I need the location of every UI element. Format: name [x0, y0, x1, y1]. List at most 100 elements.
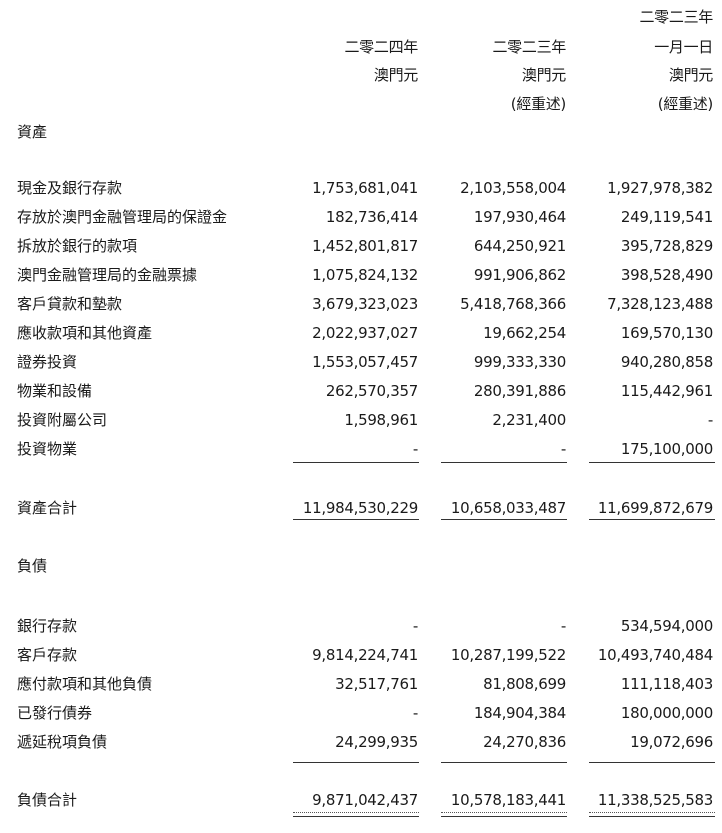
row-label: 資產合計 — [17, 499, 78, 517]
table-row: 投資物業 - - 175,100,000 — [0, 438, 722, 460]
row-value: 11,984,530,229 — [302, 499, 418, 517]
column-header-line: (經重述) — [657, 95, 714, 113]
column-header-line: 澳門元 — [668, 66, 713, 84]
row-value: 2,231,400 — [492, 411, 566, 429]
row-value: - — [412, 617, 418, 635]
row-value: - — [707, 411, 713, 429]
header-row: 二零二三年 — [0, 36, 722, 58]
section-heading-assets: 資產 — [0, 121, 722, 143]
underline — [589, 812, 715, 813]
row-label: 投資物業 — [17, 440, 78, 458]
underline — [293, 462, 419, 463]
row-value: - — [412, 440, 418, 458]
row-value: 5,418,768,366 — [460, 295, 566, 313]
row-value: 940,280,858 — [620, 353, 713, 371]
row-value: 19,072,696 — [630, 733, 713, 751]
header-row: 澳門元 — [0, 64, 722, 86]
row-value: 24,270,836 — [483, 733, 566, 751]
row-value: 10,287,199,522 — [450, 646, 566, 664]
underline — [441, 812, 567, 813]
header-row: 一月一日 — [0, 36, 722, 58]
header-row: 澳門元 — [0, 64, 722, 86]
row-value: 1,927,978,382 — [607, 179, 713, 197]
row-value: 534,594,000 — [620, 617, 713, 635]
column-header-line: 一月一日 — [654, 38, 713, 56]
column-header-line: 二零二三年 — [639, 8, 713, 26]
column-header-line: 澳門元 — [373, 66, 418, 84]
table-row: 存放於澳門金融管理局的保證金 182,736,414 197,930,464 249,… — [0, 206, 722, 228]
row-label: 客戶貸款和墊款 — [17, 295, 123, 313]
table-row: 投資附屬公司 1,598,961 2,231,400 - — [0, 409, 722, 431]
row-value: 10,658,033,487 — [450, 499, 566, 517]
row-value: 280,391,886 — [473, 382, 566, 400]
double-underline — [441, 816, 567, 817]
section-heading: 資產 — [17, 123, 48, 141]
row-value: 2,103,558,004 — [460, 179, 566, 197]
row-value: 991,906,862 — [473, 266, 566, 284]
row-value: 395,728,829 — [620, 237, 713, 255]
underline — [293, 812, 419, 813]
row-value: 999,333,330 — [473, 353, 566, 371]
row-value: 19,662,254 — [483, 324, 566, 342]
table-row: 現金及銀行存款 1,753,681,041 2,103,558,004 1,927,9… — [0, 177, 722, 199]
row-value: 262,570,357 — [325, 382, 418, 400]
row-value: 1,075,824,132 — [312, 266, 418, 284]
row-label: 證券投資 — [17, 353, 78, 371]
row-value: 24,299,935 — [335, 733, 418, 751]
column-header-line: 二零二四年 — [344, 38, 418, 56]
row-value: 1,753,681,041 — [312, 179, 418, 197]
table-row: 應付款項和其他負債 32,517,761 81,808,699 111,118,403 — [0, 673, 722, 695]
row-value: 398,528,490 — [620, 266, 713, 284]
row-value: - — [560, 440, 566, 458]
row-value: 11,338,525,583 — [597, 791, 713, 809]
column-header-line: 二零二三年 — [492, 38, 566, 56]
table-row: 拆放於銀行的款項 1,452,801,817 644,250,921 395,728,… — [0, 235, 722, 257]
row-value: 115,442,961 — [620, 382, 713, 400]
underline — [441, 762, 567, 763]
underline — [441, 519, 567, 520]
column-header-line: 澳門元 — [521, 66, 566, 84]
row-value: 197,930,464 — [473, 208, 566, 226]
row-value: 1,553,057,457 — [312, 353, 418, 371]
row-label: 負債合計 — [17, 791, 78, 809]
total-row-assets: 資產合計 11,984,530,229 10,658,033,487 11,699,8… — [0, 497, 722, 519]
header-row: (經重述) — [0, 93, 722, 115]
row-label: 客戶存款 — [17, 646, 78, 664]
row-label: 遞延稅項負債 — [17, 733, 108, 751]
row-label: 現金及銀行存款 — [17, 179, 123, 197]
row-label: 應付款項和其他負債 — [17, 675, 153, 693]
row-value: - — [560, 617, 566, 635]
table-row: 物業和設備 262,570,357 280,391,886 115,442,961 — [0, 380, 722, 402]
row-label: 應收款項和其他資產 — [17, 324, 153, 342]
header-row: 澳門元 — [0, 64, 722, 86]
table-row: 證券投資 1,553,057,457 999,333,330 940,280,858 — [0, 351, 722, 373]
row-value: 249,119,541 — [620, 208, 713, 226]
table-row: 客戶存款 9,814,224,741 10,287,199,522 10,493,74… — [0, 644, 722, 666]
row-value: 81,808,699 — [483, 675, 566, 693]
header-row: (經重述) — [0, 93, 722, 115]
total-row-liabilities: 負債合計 9,871,042,437 10,578,183,441 11,338,52… — [0, 789, 722, 811]
underline — [589, 462, 715, 463]
section-heading: 負債 — [17, 557, 48, 575]
row-label: 物業和設備 — [17, 382, 93, 400]
column-header-line: (經重述) — [510, 95, 567, 113]
row-label: 投資附屬公司 — [17, 411, 108, 429]
row-value: 32,517,761 — [335, 675, 418, 693]
row-value: 10,493,740,484 — [597, 646, 713, 664]
row-value: 111,118,403 — [620, 675, 713, 693]
double-underline — [589, 816, 715, 817]
underline — [589, 762, 715, 763]
row-label: 存放於澳門金融管理局的保證金 — [17, 208, 228, 226]
row-value: 1,452,801,817 — [312, 237, 418, 255]
double-underline — [293, 816, 419, 817]
row-value: 9,871,042,437 — [312, 791, 418, 809]
row-value: 169,570,130 — [620, 324, 713, 342]
row-value: 3,679,323,023 — [312, 295, 418, 313]
row-value: 9,814,224,741 — [312, 646, 418, 664]
row-value: 175,100,000 — [620, 440, 713, 458]
row-value: - — [412, 704, 418, 722]
table-row: 遞延稅項負債 24,299,935 24,270,836 19,072,696 — [0, 731, 722, 753]
underline — [293, 519, 419, 520]
header-row: 二零二四年 — [0, 36, 722, 58]
